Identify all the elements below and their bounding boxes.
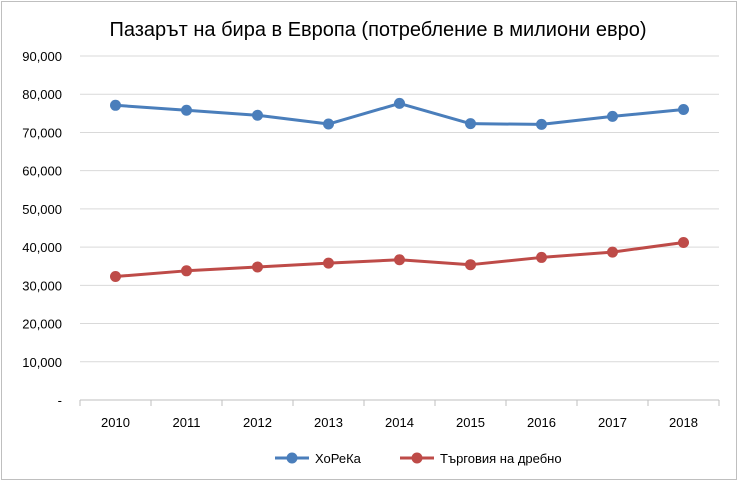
series-group <box>110 97 689 283</box>
data-point <box>110 271 121 283</box>
data-point <box>607 246 618 258</box>
data-point <box>252 109 263 121</box>
y-tick-label: - <box>58 393 62 408</box>
data-point <box>394 97 405 109</box>
x-tick-label: 2011 <box>173 415 201 430</box>
legend-label: Търговия на дребно <box>440 451 562 466</box>
x-axis: 2010 2011 2012 2013 2014 2015 2016 2017 2018 <box>79 399 720 430</box>
data-point <box>678 104 689 116</box>
legend-label: ХоРеКа <box>315 451 362 466</box>
y-tick-label: 30,000 <box>22 278 62 293</box>
data-point <box>465 259 476 271</box>
y-tick-label: 20,000 <box>22 317 62 332</box>
x-tick-label: 2014 <box>385 415 414 430</box>
data-point <box>678 237 689 249</box>
data-point <box>323 118 334 130</box>
data-point <box>394 254 405 266</box>
data-point <box>607 110 618 122</box>
legend-swatch-marker <box>411 452 423 464</box>
data-point <box>465 118 476 130</box>
data-point <box>536 118 547 130</box>
x-tick-label: 2013 <box>314 415 343 430</box>
y-tick-label: 60,000 <box>22 164 62 179</box>
data-point <box>252 261 263 273</box>
x-tick-label: 2016 <box>527 415 556 430</box>
x-tick-label: 2015 <box>456 415 485 430</box>
legend-swatch-marker <box>286 452 298 464</box>
chart-title: Пазарът на бира в Европа (потребление в … <box>109 19 646 41</box>
x-tick-label: 2018 <box>669 415 698 430</box>
y-tick-label: 50,000 <box>22 202 62 217</box>
data-point <box>181 265 192 277</box>
data-point <box>181 104 192 116</box>
y-tick-label: 80,000 <box>22 87 62 102</box>
y-tick-label: 70,000 <box>22 125 62 140</box>
legend: ХоРеКа Търговия на дребно <box>275 451 562 466</box>
gridlines <box>80 55 719 363</box>
x-tick-label: 2012 <box>243 415 272 430</box>
data-point <box>110 99 121 111</box>
y-tick-label: 40,000 <box>22 240 62 255</box>
y-tick-label: 90,000 <box>22 49 62 64</box>
x-tick-label: 2010 <box>101 415 130 430</box>
data-point <box>536 251 547 263</box>
y-tick-label: 10,000 <box>22 355 62 370</box>
x-tick-label: 2017 <box>598 415 627 430</box>
y-axis-ticks: - 10,000 20,000 30,000 40,000 50,000 60,000 70,… <box>22 49 62 408</box>
data-point <box>323 257 334 269</box>
